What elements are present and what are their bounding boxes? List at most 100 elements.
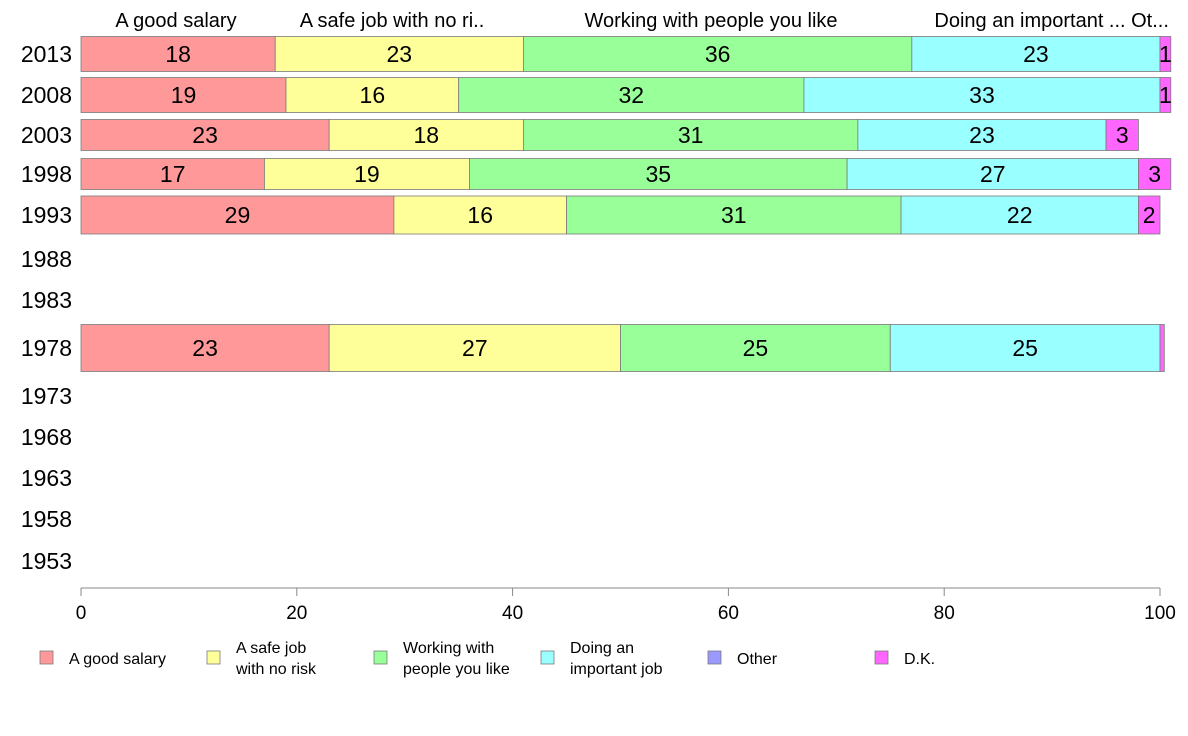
bar-2003-series-2: [522, 119, 859, 151]
bar-label-2008-series-3: 33: [969, 82, 995, 108]
bar-1998-series-1: [264, 158, 470, 190]
bar-label-1998-series-5: 3: [1148, 161, 1161, 187]
bar-1978-series-3: [889, 324, 1161, 372]
y-tick-label-1973: 1973: [21, 383, 72, 409]
bar-1993-series-1: [393, 195, 567, 235]
bar-2003-series-3: [857, 119, 1107, 151]
bar-label-2008-series-5: 1: [1159, 82, 1172, 108]
bar-2008-series-2: [458, 77, 805, 113]
bar-2008-series-5: [1159, 77, 1172, 113]
bar-label-2013-series-0: 18: [165, 41, 191, 67]
bar-1993-series-3: [900, 195, 1139, 235]
bar-label-1978-series-3: 25: [1012, 335, 1038, 361]
bar-2003-series-0: [80, 119, 330, 151]
bar-label-2013-series-3: 23: [1023, 41, 1049, 67]
legend-swatch-2: [373, 650, 388, 665]
bar-label-2008-series-2: 32: [618, 82, 644, 108]
legend-label-4: Other: [737, 651, 778, 668]
legend-label-5: D.K.: [904, 651, 935, 668]
bar-1993-series-5: [1138, 195, 1161, 235]
bar-label-1993-series-5: 2: [1143, 202, 1156, 228]
top-category-labels: A good salary A safe job with no ri.. Work…: [115, 10, 1169, 32]
bar-2003-series-5: [1105, 119, 1139, 151]
top-label-4: Ot...: [1131, 10, 1169, 32]
x-tick-label-60: 60: [718, 603, 739, 624]
x-tick-label-20: 20: [286, 603, 307, 624]
y-axis-labels: 2013 2008 2003 1998 1993 1988 1983 1978 1973 1968…: [21, 41, 72, 574]
y-tick-label-1958: 1958: [21, 506, 72, 532]
legend-label-1-line-1: with no risk: [235, 661, 317, 678]
y-tick-label-1963: 1963: [21, 465, 72, 491]
legend-swatch-5: [874, 650, 889, 665]
bars: 18 23 36 23 119 16 32 33 123 18 31 23 317 19 35 27 329 16…: [80, 36, 1172, 372]
bar-label-1998-series-0: 17: [160, 161, 186, 187]
top-label-1: A safe job with no ri..: [300, 10, 485, 32]
top-label-2: Working with people you like: [584, 10, 837, 32]
bar-label-2003-series-3: 23: [969, 122, 995, 148]
bar-label-2013-series-2: 36: [705, 41, 731, 67]
legend-label-0: A good salary: [69, 651, 166, 668]
y-tick-label-1988: 1988: [21, 246, 72, 272]
legend-swatch-3: [540, 650, 555, 665]
bar-1993-series-0: [80, 195, 395, 235]
legend-swatch-1: [206, 650, 221, 665]
bar-label-1993-series-1: 16: [467, 202, 493, 228]
bar-label-2003-series-0: 23: [192, 122, 218, 148]
y-tick-label-1993: 1993: [21, 202, 72, 228]
bar-1998-series-0: [80, 158, 265, 190]
legend-label-3-line-1: important job: [570, 661, 663, 678]
bar-label-2003-series-5: 3: [1116, 122, 1129, 148]
bar-label-1993-series-3: 22: [1007, 202, 1033, 228]
bar-2008-series-0: [80, 77, 287, 113]
bar-2013-series-3: [911, 36, 1161, 72]
bar-label-2013-series-5: 1: [1159, 41, 1172, 67]
bar-2013-series-1: [274, 36, 524, 72]
bar-label-2008-series-0: 19: [171, 82, 197, 108]
bar-1998-series-5: [1138, 158, 1172, 190]
y-tick-label-2008: 2008: [21, 82, 72, 108]
x-tick-label-40: 40: [502, 603, 523, 624]
y-tick-label-1983: 1983: [21, 287, 72, 313]
legend-label-3-line-0: Doing an: [570, 640, 634, 657]
bar-label-1998-series-3: 27: [980, 161, 1006, 187]
bar-1978-series-0: [80, 324, 330, 372]
bar-label-1978-series-2: 25: [743, 335, 769, 361]
bar-label-1993-series-2: 31: [721, 202, 747, 228]
bar-1998-series-2: [469, 158, 848, 190]
y-tick-label-1998: 1998: [21, 161, 72, 187]
bar-2008-series-1: [285, 77, 460, 113]
bar-label-1978-series-1: 27: [462, 335, 488, 361]
bar-label-2008-series-1: 16: [360, 82, 386, 108]
top-label-3: Doing an important ...: [934, 10, 1125, 32]
bar-label-1978-series-0: 23: [192, 335, 218, 361]
bar-2013-series-2: [522, 36, 913, 72]
legend-label-2-line-1: people you like: [403, 661, 510, 678]
bar-2013-series-5: [1159, 36, 1172, 72]
y-tick-label-2003: 2003: [21, 122, 72, 148]
x-tick-label-0: 0: [76, 603, 87, 624]
bar-label-2003-series-1: 18: [413, 122, 439, 148]
y-tick-label-1978: 1978: [21, 335, 72, 361]
y-tick-label-1953: 1953: [21, 548, 72, 574]
bar-label-2013-series-1: 23: [387, 41, 413, 67]
top-label-0: A good salary: [115, 10, 236, 32]
bar-label-1998-series-1: 19: [354, 161, 380, 187]
x-tick-label-100: 100: [1144, 603, 1176, 624]
legend-swatch-4: [707, 650, 722, 665]
bar-2013-series-0: [80, 36, 276, 72]
bar-label-1998-series-2: 35: [645, 161, 671, 187]
bar-1978-series-2: [620, 324, 891, 372]
x-axis: 0 20 40 60 80 100: [76, 587, 1176, 624]
bar-1998-series-3: [846, 158, 1139, 190]
bar-1978-series-5: [1159, 324, 1165, 372]
y-tick-label-1968: 1968: [21, 424, 72, 450]
bar-label-2003-series-2: 31: [678, 122, 704, 148]
legend-label-2-line-0: Working with: [403, 640, 494, 657]
bar-2008-series-3: [803, 77, 1161, 113]
legend-label-1-line-0: A safe job: [236, 640, 306, 657]
y-tick-label-2013: 2013: [21, 41, 72, 67]
legend-swatch-0: [39, 650, 54, 665]
bar-label-1993-series-0: 29: [225, 202, 251, 228]
x-tick-label-80: 80: [934, 603, 955, 624]
